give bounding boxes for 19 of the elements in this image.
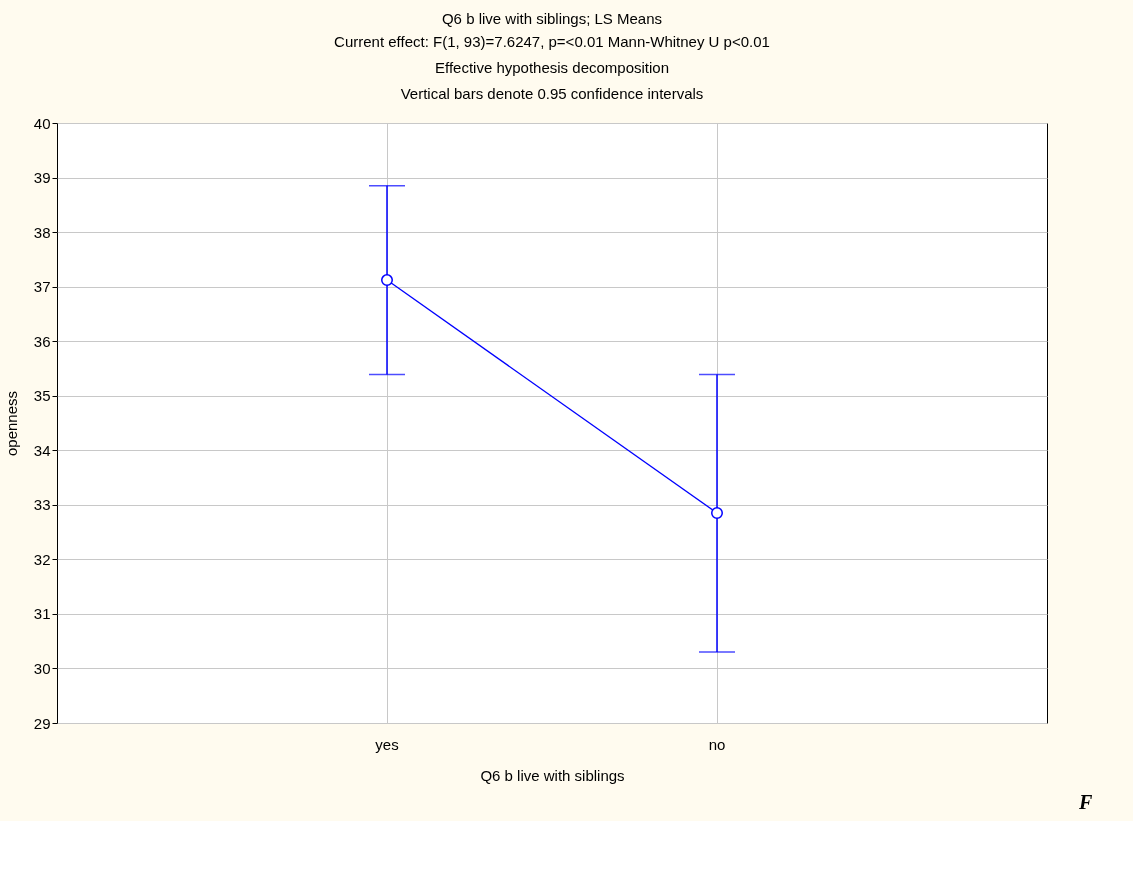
y-tick-label: 37 — [33, 278, 51, 296]
y-tick-label: 35 — [33, 387, 51, 405]
y-axis-title: openness — [2, 390, 20, 457]
y-tick-label: 30 — [33, 659, 51, 677]
y-tick-label: 36 — [33, 332, 51, 350]
chart-subtitle: Current effect: F(1, 93)=7.6247, p=<0.01 Mann-Whitney U p<0.01 Effective hypothesis decomposition Vertical bars denote 0.95 confidence intervals — [334, 33, 770, 102]
text: F — [1078, 791, 1093, 813]
y-tick-label: 40 — [33, 114, 51, 132]
y-tick-label: 38 — [33, 223, 51, 241]
x-axis-title: Q6 b live with siblings — [480, 766, 625, 784]
chart-title: Q6 b live with siblings; LS Means — [441, 10, 663, 27]
y-tick-label: 29 — [33, 714, 51, 732]
x-tick-label: yes — [375, 735, 399, 753]
y-tick-label: 34 — [33, 441, 51, 459]
y-tick-label: 32 — [33, 550, 51, 568]
y-tick-label: 33 — [33, 496, 51, 514]
y-tick-label: 31 — [33, 605, 51, 623]
x-tick-label: no — [708, 735, 726, 753]
y-tick-label: 39 — [33, 169, 51, 187]
